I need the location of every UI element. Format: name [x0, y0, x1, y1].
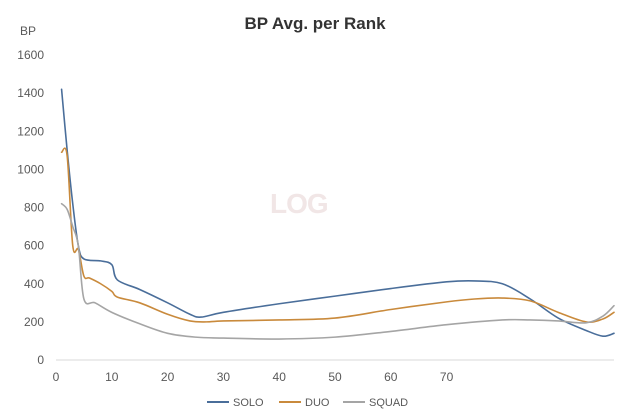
x-tick-label: 30 [217, 370, 231, 384]
x-tick-label: 70 [440, 370, 454, 384]
x-tick-label: 0 [53, 370, 60, 384]
series-line-squad [60, 202, 615, 340]
legend-label-solo: SOLO [233, 397, 264, 409]
legend-label-squad: SQUAD [369, 397, 408, 409]
y-tick-label: 200 [24, 315, 44, 329]
y-tick-label: 0 [37, 353, 44, 367]
y-axis-label: BP [20, 24, 37, 38]
series-line-duo [60, 147, 615, 323]
x-tick-label: 20 [161, 370, 175, 384]
y-tick-label: 800 [24, 201, 44, 215]
legend-label-duo: DUO [305, 397, 330, 409]
y-tick-label: 1000 [17, 162, 44, 176]
x-tick-label: 50 [328, 370, 342, 384]
y-tick-label: 600 [24, 239, 44, 253]
x-tick-label: 40 [273, 370, 287, 384]
y-tick-label: 1200 [17, 124, 44, 138]
watermark-logo: LOG [270, 188, 329, 219]
y-tick-label: 1400 [17, 86, 44, 100]
chart-title: BP Avg. per Rank [244, 14, 386, 33]
series-line-solo [60, 88, 615, 338]
x-tick-label: 10 [105, 370, 119, 384]
y-tick-label: 1600 [17, 48, 44, 62]
y-tick-label: 400 [24, 277, 44, 291]
x-tick-label: 60 [384, 370, 398, 384]
